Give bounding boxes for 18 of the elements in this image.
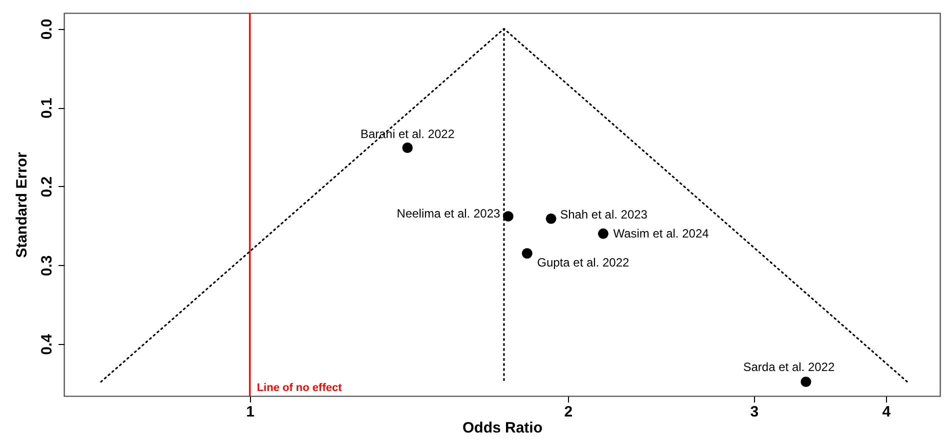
ref-line-label: Line of no effect	[256, 382, 342, 394]
y-tick-label: 0.1	[38, 98, 56, 118]
annotation: Barani et al. 2022	[360, 126, 455, 141]
y-axis-title: Standard Error	[14, 152, 30, 258]
annotation: Sarda et al. 2022	[743, 360, 835, 374]
annotation: Wasim et al. 2024	[613, 226, 710, 241]
x-tick-label: 4	[882, 404, 892, 420]
annotation: Gupta et al. 2022	[537, 255, 630, 270]
annotation: Neelima et al. 2023	[396, 206, 500, 220]
y-tick-label: 0.3	[38, 255, 56, 276]
x-tick-label: 2	[564, 404, 573, 420]
x-axis-title: Odds Ratio	[462, 420, 543, 436]
y-tick-label: 0.2	[38, 176, 56, 198]
y-tick-label: 0.4	[38, 333, 56, 355]
x-tick-label: 1	[246, 404, 254, 420]
y-tick-label: 0.0	[38, 18, 56, 40]
x-tick-label: 3	[750, 404, 759, 420]
annotation: Shah et al. 2023	[560, 208, 648, 222]
